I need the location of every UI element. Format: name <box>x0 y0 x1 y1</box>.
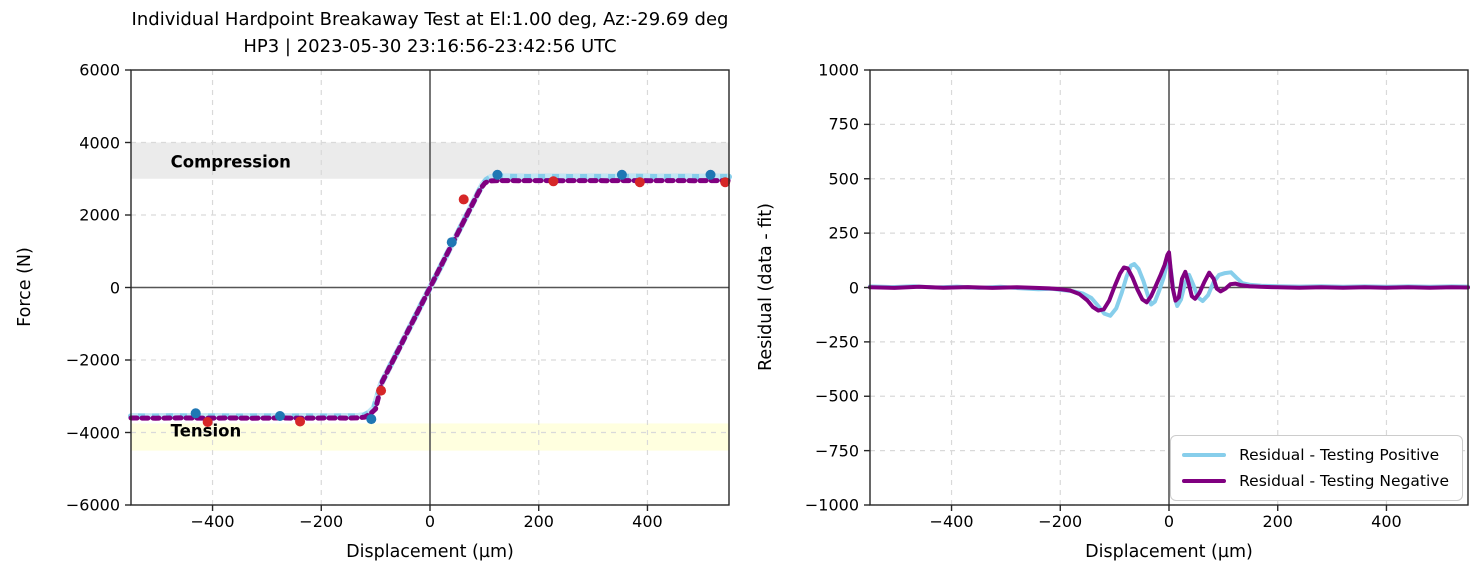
y-tick-label: 4000 <box>79 133 120 152</box>
x-tick-label: 0 <box>1163 512 1175 531</box>
legend-label-negative: Residual - Testing Negative <box>1239 472 1449 490</box>
y-tick-label: 2000 <box>79 205 120 225</box>
y-tick-label: −2000 <box>65 350 120 370</box>
force-plot: Compression Tension Force (N) Displaceme… <box>15 61 732 562</box>
y-tick-label: 1000 <box>818 60 859 80</box>
force-y-axis-label: Force (N) <box>15 247 35 327</box>
force-x-axis-label: Displacement (µm) <box>346 542 514 562</box>
x-tick-label: −200 <box>299 512 344 531</box>
tension-band-label: Tension <box>170 421 242 441</box>
x-tick-label: −400 <box>190 512 235 531</box>
residual-y-axis-label: Residual (data - fit) <box>756 203 776 371</box>
positive-line-swatch <box>1182 452 1227 458</box>
compression-band-label: Compression <box>170 152 291 172</box>
y-tick-label: 0 <box>109 278 120 297</box>
y-tick-label: 250 <box>828 223 859 243</box>
x-tick-label: 200 <box>1262 512 1293 531</box>
y-tick-label: 0 <box>848 278 859 297</box>
x-tick-label: −200 <box>1038 512 1083 531</box>
plot-title: Individual Hardpoint Breakaway Test at E… <box>132 6 729 60</box>
y-tick-label: −1000 <box>804 495 859 515</box>
y-tick-label: −750 <box>815 441 859 461</box>
y-tick-label: −250 <box>815 332 859 352</box>
y-tick-label: −500 <box>815 386 859 406</box>
plot-title-line2: HP3 | 2023-05-30 23:16:56-23:42:56 UTC <box>243 36 617 57</box>
x-tick-label: 400 <box>1371 512 1402 531</box>
negative-line-swatch <box>1182 478 1227 484</box>
plot-title-line1: Individual Hardpoint Breakaway Test at E… <box>131 9 729 30</box>
x-tick-label: 0 <box>424 512 436 531</box>
y-tick-label: 750 <box>828 114 859 134</box>
residual-x-axis-label: Displacement (µm) <box>1085 542 1253 562</box>
legend-item-negative: Residual - Testing Negative <box>1182 472 1449 490</box>
y-tick-label: −6000 <box>65 495 120 515</box>
residual-plot: Residual (data - fit) Displacement (µm) … <box>756 61 1470 562</box>
x-tick-label: 400 <box>632 512 663 531</box>
y-tick-label: 500 <box>828 169 859 189</box>
y-tick-label: 6000 <box>79 60 120 80</box>
legend: Residual - Testing Positive Residual - T… <box>1170 435 1463 501</box>
x-tick-label: −400 <box>929 512 974 531</box>
residual-plot-canvas <box>864 69 1470 511</box>
y-tick-label: −4000 <box>65 423 120 442</box>
force-plot-canvas <box>125 69 732 511</box>
legend-item-positive: Residual - Testing Positive <box>1182 446 1449 464</box>
legend-label-positive: Residual - Testing Positive <box>1239 446 1440 464</box>
x-tick-label: 200 <box>523 512 554 531</box>
